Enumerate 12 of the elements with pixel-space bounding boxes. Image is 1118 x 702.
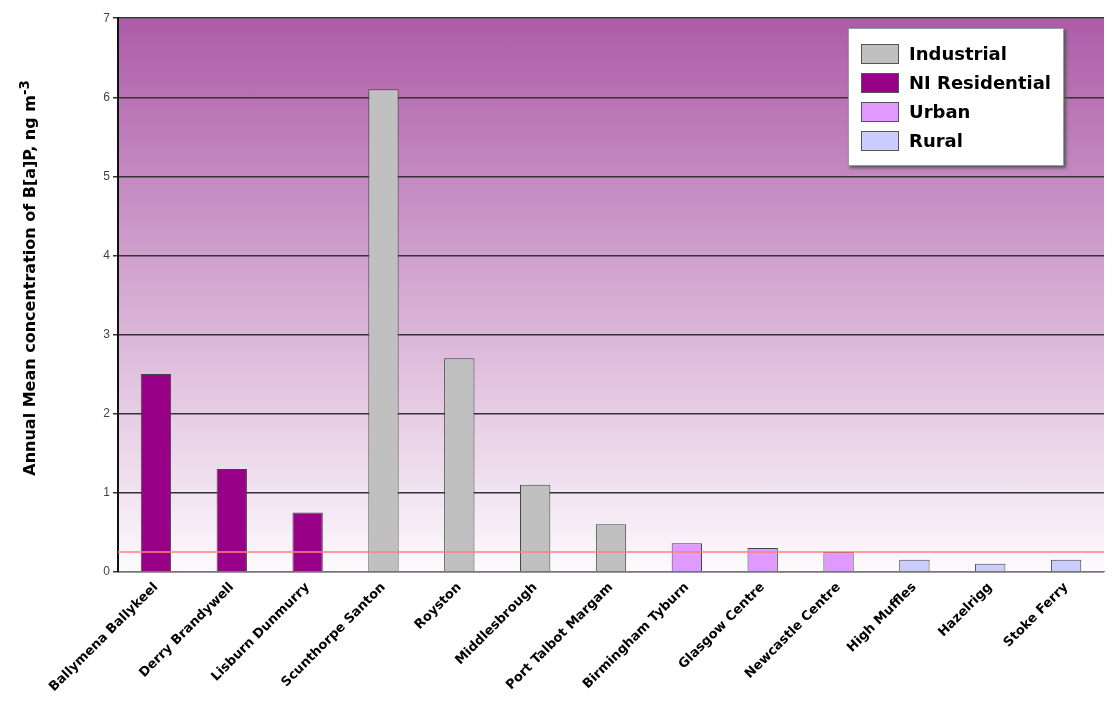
y-tick-label: 6 [103, 89, 111, 104]
y-tick-label: 5 [103, 168, 111, 183]
legend-label: Rural [909, 130, 963, 152]
legend-label: Urban [909, 101, 971, 123]
y-tick-label: 2 [103, 405, 111, 420]
y-tick-label: 3 [103, 326, 111, 341]
legend-label: NI Residential [909, 72, 1051, 94]
y-tick-label: 1 [103, 484, 111, 499]
y-tick-label: 7 [103, 10, 111, 25]
y-tick-label: 0 [103, 564, 111, 579]
legend-label: Industrial [909, 43, 1007, 65]
y-tick-label: 4 [103, 247, 111, 262]
